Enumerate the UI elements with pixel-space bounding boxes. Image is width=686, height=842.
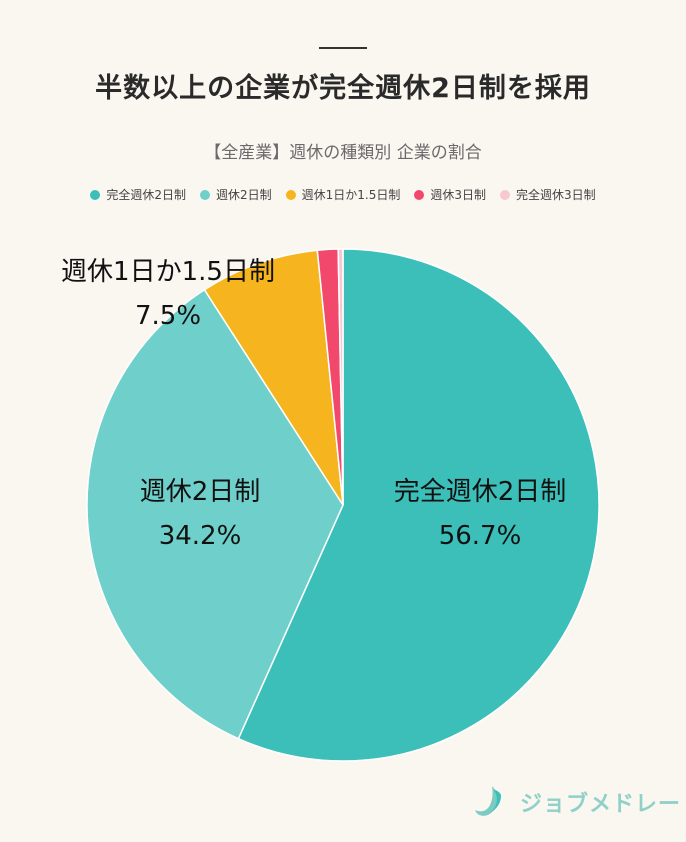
legend-label: 週休2日制 (215, 188, 272, 202)
chart-subtitle: 【全産業】週休の種類別 企業の割合 (204, 143, 482, 163)
legend-label: 完全週休3日制 (516, 188, 596, 202)
legend-item: 完全週休3日制 (500, 186, 596, 203)
pie-slice (203, 249, 344, 506)
legend-label: 週休3日制 (430, 188, 486, 202)
logo-text: ジョブメドレー (520, 792, 682, 817)
slice-category-label: 週休2日制 (140, 477, 261, 507)
legend-swatch (90, 189, 101, 200)
slice-value-label: 7.5% (135, 301, 201, 331)
job-medley-logo-icon (475, 786, 501, 816)
slice-value-label: 34.2% (159, 521, 242, 551)
legend-label: 週休1日か1.5日制 (301, 188, 401, 202)
legend-item: 週休3日制 (414, 186, 486, 203)
legend-swatch (500, 189, 510, 200)
legend-label: 完全週休2日制 (106, 188, 186, 202)
legend-swatch (285, 189, 296, 200)
chart-title: 半数以上の企業が完全週休2日制を採用 (95, 73, 591, 104)
pie-slice (86, 288, 344, 740)
legend-item: 週休2日制 (199, 186, 272, 203)
pie-slice (337, 248, 344, 506)
legend-item: 週休1日か1.5日制 (285, 186, 401, 203)
slice-category-label: 完全週休2日制 (394, 477, 567, 507)
chart-legend: 完全週休2日制 週休2日制 週休1日か1.5日制 週休3日制 完全週休3日制 (60, 186, 626, 203)
pie-slice (237, 248, 600, 762)
legend-swatch (414, 189, 425, 200)
job-medley-logo: ジョブメドレー (472, 783, 681, 821)
legend-item: 完全週休2日制 (90, 186, 186, 203)
legend-swatch (199, 189, 210, 200)
title-rule (319, 47, 367, 49)
slice-value-label: 56.7% (439, 521, 522, 551)
slice-category-label: 週休1日か1.5日制 (61, 257, 275, 287)
